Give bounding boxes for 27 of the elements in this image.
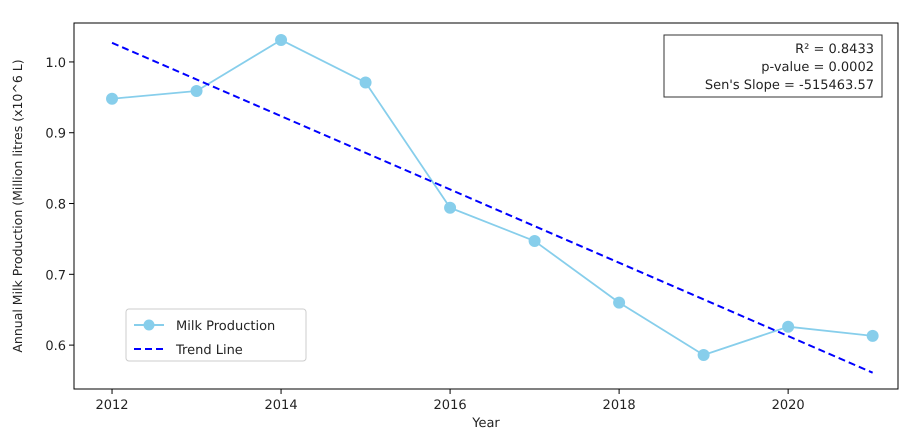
point [866, 330, 879, 342]
y-tick-label: 0.7 [45, 268, 66, 284]
point [698, 349, 710, 362]
y-tick-label: 0.9 [45, 126, 66, 142]
y-tick-label: 1.0 [45, 56, 66, 71]
y-axis-title: Annual Milk Production (Million litres (x10^6 L) [10, 59, 25, 353]
point [444, 202, 456, 214]
x-tick-label: 2018 [602, 398, 636, 413]
x-tick-label: 2012 [95, 398, 129, 413]
y-tick-label: 0.8 [45, 198, 66, 213]
x-tick-label: 2020 [772, 398, 805, 413]
annotation: p-value = 0.0002 [761, 60, 874, 75]
point [106, 92, 118, 105]
point [190, 84, 203, 97]
point [528, 235, 541, 248]
annotation: R² = 0.8433 [795, 42, 874, 57]
x-tick-label: 2014 [264, 398, 298, 413]
point [275, 34, 288, 46]
x-tick-label: 2016 [434, 398, 467, 413]
point [613, 296, 626, 309]
legend-label: Milk Production [176, 319, 276, 334]
x-axis-title: Year [471, 416, 500, 431]
annotation: Sen's Slope = -515463.57 [704, 78, 874, 93]
y-tick-label: 0.6 [45, 339, 66, 354]
point [360, 76, 372, 88]
legend-label: Trend Line [175, 343, 243, 358]
point [782, 320, 794, 333]
